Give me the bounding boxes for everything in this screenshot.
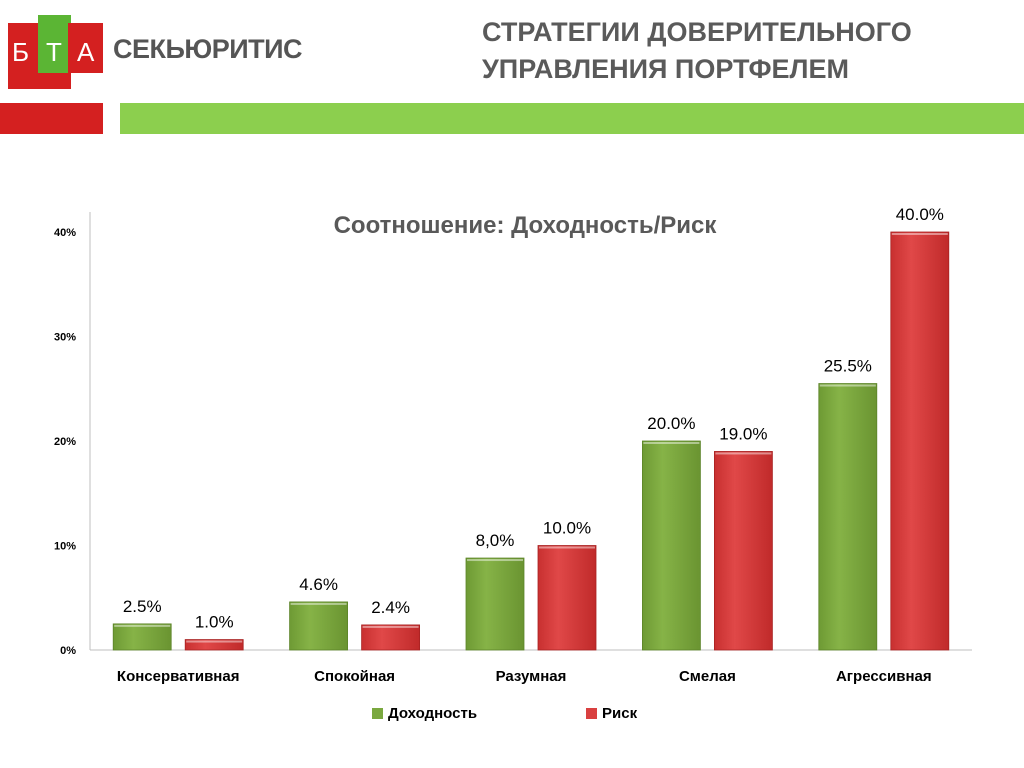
- header-green-band: [120, 103, 1024, 134]
- logo-letter-3: А: [77, 37, 95, 67]
- y-tick-label: 30%: [54, 332, 76, 344]
- data-label: 2.4%: [371, 598, 410, 617]
- slide-title-line-2: УПРАВЛЕНИЯ ПОРТФЕЛЕМ: [482, 54, 849, 84]
- header-red-band: [0, 103, 103, 134]
- legend-item-1: Доходность: [372, 702, 477, 724]
- bar-highlight: [643, 442, 700, 444]
- data-label: 19.0%: [719, 424, 767, 443]
- y-tick-label: 0%: [60, 645, 76, 657]
- bar-return-0: [112, 623, 172, 651]
- bar-highlight: [362, 625, 419, 628]
- slide-title-line-1: СТРАТЕГИИ ДОВЕРИТЕЛЬНОГО: [482, 17, 912, 47]
- bar-highlight: [290, 602, 347, 605]
- legend-swatch-green: [372, 707, 383, 719]
- data-label: 40.0%: [896, 205, 944, 224]
- bar-risk-3: [714, 451, 773, 651]
- logo-block-green: [38, 15, 71, 73]
- slide-title: СТРАТЕГИИ ДОВЕРИТЕЛЬНОГО УПРАВЛЕНИЯ ПОРТ…: [482, 14, 1002, 88]
- y-tick-label: 40%: [54, 227, 76, 239]
- bar-risk-0: [184, 639, 244, 651]
- bar-risk-4: [890, 231, 950, 651]
- x-category-label: Агрессивная: [836, 668, 932, 685]
- legend-swatch-red: [586, 707, 597, 719]
- bar-highlight: [715, 452, 772, 455]
- y-tick-label: 10%: [54, 541, 76, 553]
- brand-name: СЕКЬЮРИТИС: [113, 34, 303, 64]
- logo-letter-2: Т: [46, 37, 62, 67]
- bar-highlight: [114, 624, 171, 627]
- logo-block-red-under: [8, 73, 71, 89]
- bar-highlight: [467, 559, 523, 562]
- chart-labels: 2.5% 1.0% Консервативная 4.6% 2.4% Спокойная 8…: [117, 205, 944, 685]
- y-tick-label: 20%: [54, 436, 76, 448]
- chart-title: Соотношение: Доходность/Риск: [333, 212, 717, 239]
- bar-highlight: [539, 546, 595, 549]
- bar-return-1: [289, 601, 349, 651]
- logo-block-red-2: [68, 23, 103, 73]
- data-label: 10.0%: [543, 519, 591, 538]
- bar-risk-2: [537, 545, 597, 651]
- x-category-label: Консервативная: [117, 668, 240, 685]
- bar-risk-1: [361, 624, 421, 651]
- x-category-label: Разумная: [496, 668, 567, 685]
- x-category-label: Спокойная: [314, 668, 395, 685]
- bar-return-2: [465, 557, 525, 651]
- data-label: 1.0%: [195, 613, 234, 632]
- logo-letter-1: Б: [12, 37, 30, 67]
- data-label: 4.6%: [299, 575, 338, 594]
- bar-highlight: [891, 233, 948, 235]
- legend-label-1: Доходность: [388, 704, 478, 722]
- chart-bars: [112, 231, 950, 651]
- bar-highlight: [186, 640, 243, 643]
- logo-block-red-1: [8, 23, 41, 73]
- bar-return-4: [818, 383, 878, 651]
- data-label: 2.5%: [123, 597, 162, 616]
- legend-item-2: Риск: [586, 702, 637, 724]
- data-label: 8,0%: [476, 531, 515, 550]
- legend-label-2: Риск: [602, 704, 638, 722]
- data-label: 20.0%: [647, 414, 695, 433]
- bar-highlight: [819, 384, 876, 387]
- data-label: 25.5%: [824, 357, 872, 376]
- x-category-label: Смелая: [679, 668, 736, 685]
- bar-return-3: [642, 440, 701, 651]
